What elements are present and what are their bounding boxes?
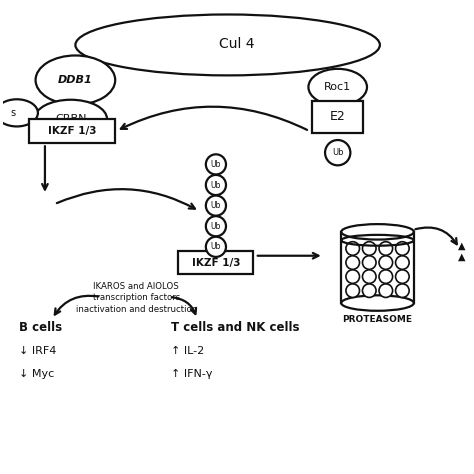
Ellipse shape: [0, 99, 38, 127]
Ellipse shape: [341, 295, 414, 311]
Text: Ub: Ub: [211, 160, 221, 169]
Text: Roc1: Roc1: [324, 82, 351, 92]
Circle shape: [206, 216, 226, 237]
Text: Ub: Ub: [211, 242, 221, 251]
Circle shape: [379, 284, 392, 297]
Circle shape: [206, 155, 226, 174]
Text: DDB1: DDB1: [58, 75, 93, 85]
Text: CRBN: CRBN: [55, 114, 86, 124]
Text: ↑ IL-2: ↑ IL-2: [172, 346, 205, 356]
Text: T cells and NK cells: T cells and NK cells: [172, 321, 300, 334]
Ellipse shape: [36, 55, 115, 105]
Text: Cul 4: Cul 4: [219, 37, 255, 51]
Circle shape: [346, 284, 359, 297]
Text: ▲: ▲: [458, 252, 465, 262]
Circle shape: [379, 270, 392, 283]
Circle shape: [346, 242, 359, 255]
Text: ↑ IFN-γ: ↑ IFN-γ: [172, 369, 213, 379]
Text: IKAROS and AIOLOS
transcription factors
inactivation and destruction: IKAROS and AIOLOS transcription factors …: [76, 282, 197, 314]
Circle shape: [363, 284, 376, 297]
Text: ▲: ▲: [458, 240, 465, 250]
Ellipse shape: [341, 224, 414, 239]
Circle shape: [379, 256, 392, 269]
Circle shape: [346, 256, 359, 269]
Circle shape: [396, 270, 409, 283]
Circle shape: [363, 256, 376, 269]
Ellipse shape: [35, 100, 107, 138]
Circle shape: [396, 256, 409, 269]
Circle shape: [206, 175, 226, 195]
Text: Ub: Ub: [211, 222, 221, 231]
Circle shape: [396, 284, 409, 297]
Circle shape: [206, 237, 226, 257]
Circle shape: [396, 242, 409, 255]
Ellipse shape: [75, 15, 380, 75]
Text: s: s: [10, 108, 16, 118]
Text: IKZF 1/3: IKZF 1/3: [191, 257, 240, 267]
Text: ↓ IRF4: ↓ IRF4: [19, 346, 56, 356]
FancyBboxPatch shape: [312, 101, 364, 133]
FancyBboxPatch shape: [178, 251, 254, 274]
Circle shape: [325, 140, 350, 165]
Text: Ub: Ub: [332, 148, 344, 157]
Text: ↓ Myc: ↓ Myc: [19, 369, 55, 379]
Text: Ub: Ub: [211, 201, 221, 210]
Circle shape: [206, 196, 226, 216]
Ellipse shape: [309, 69, 367, 105]
Circle shape: [363, 242, 376, 255]
Circle shape: [379, 242, 392, 255]
Text: Ub: Ub: [211, 181, 221, 190]
Text: IKZF 1/3: IKZF 1/3: [47, 126, 96, 136]
FancyBboxPatch shape: [28, 119, 115, 143]
Bar: [341, 232, 414, 303]
Text: PROTEASOME: PROTEASOME: [343, 315, 412, 324]
Text: E2: E2: [330, 110, 346, 123]
Text: B cells: B cells: [19, 321, 62, 334]
Circle shape: [363, 270, 376, 283]
Circle shape: [346, 270, 359, 283]
